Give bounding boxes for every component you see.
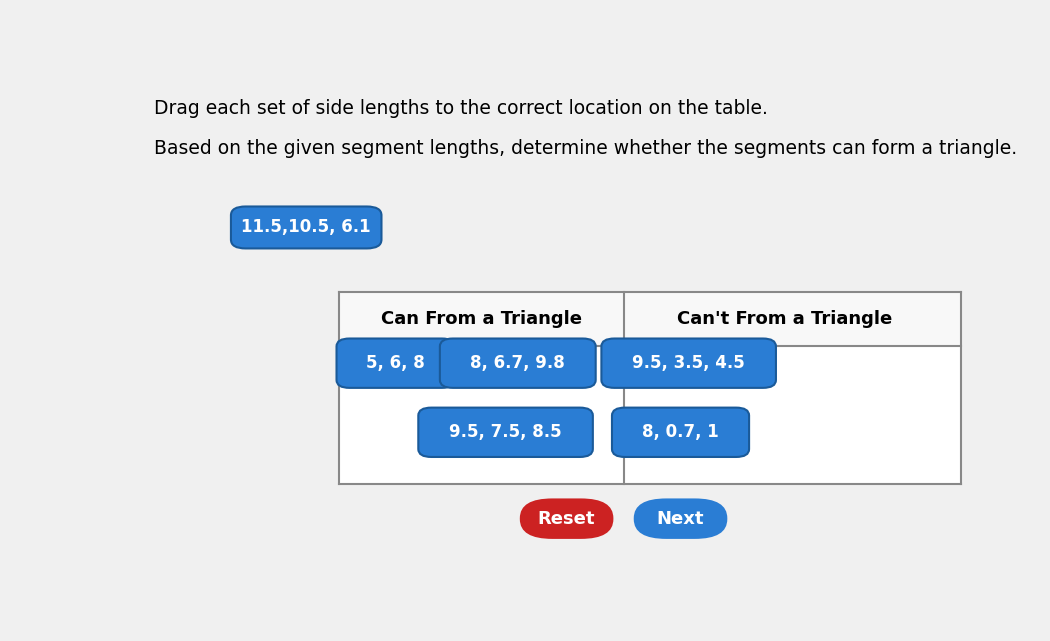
FancyBboxPatch shape [231,206,381,249]
Text: 9.5, 3.5, 4.5: 9.5, 3.5, 4.5 [632,354,746,372]
FancyBboxPatch shape [336,338,455,388]
Text: Drag each set of side lengths to the correct location on the table.: Drag each set of side lengths to the cor… [154,99,768,118]
FancyBboxPatch shape [418,408,593,457]
Text: Can't From a Triangle: Can't From a Triangle [676,310,891,328]
Text: 11.5,10.5, 6.1: 11.5,10.5, 6.1 [242,219,371,237]
FancyBboxPatch shape [520,499,613,539]
FancyBboxPatch shape [612,408,749,457]
Text: 5, 6, 8: 5, 6, 8 [366,354,425,372]
Bar [339,292,962,346]
Text: Next: Next [657,510,705,528]
Text: 8, 6.7, 9.8: 8, 6.7, 9.8 [470,354,565,372]
Text: Can From a Triangle: Can From a Triangle [381,310,582,328]
FancyBboxPatch shape [440,338,595,388]
FancyBboxPatch shape [634,499,728,539]
Text: 9.5, 7.5, 8.5: 9.5, 7.5, 8.5 [449,423,562,441]
Bar [339,346,962,484]
FancyBboxPatch shape [602,338,776,388]
Text: Based on the given segment lengths, determine whether the segments can form a tr: Based on the given segment lengths, dete… [154,138,1017,158]
Text: Reset: Reset [538,510,595,528]
Text: 8, 0.7, 1: 8, 0.7, 1 [643,423,719,441]
